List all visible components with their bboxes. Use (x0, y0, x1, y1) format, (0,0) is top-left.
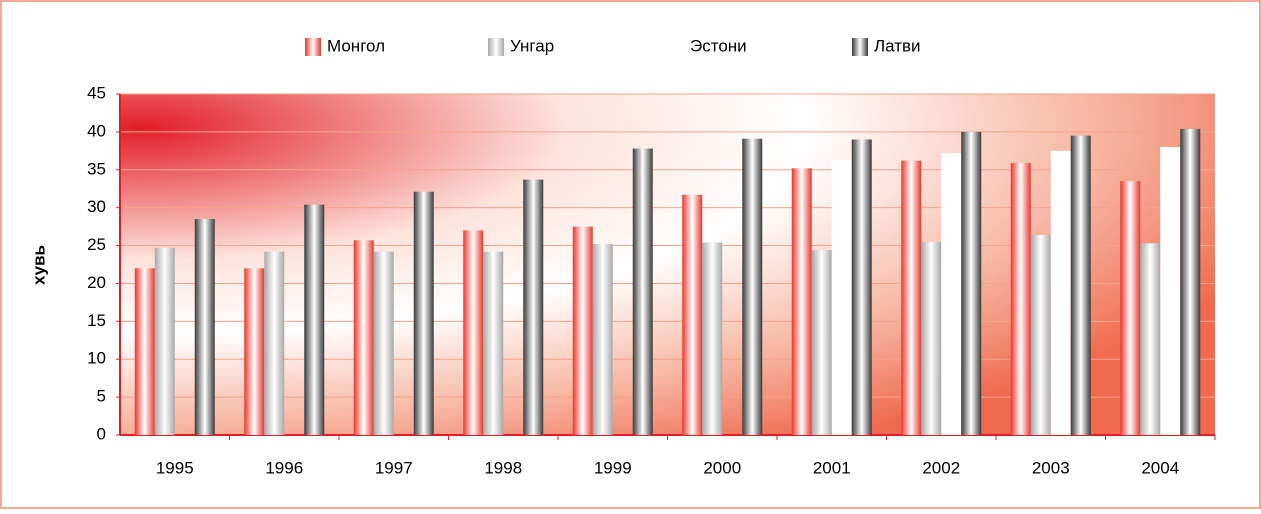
legend-swatch (305, 38, 321, 56)
y-tick-label: 0 (97, 424, 106, 443)
x-tick-label: 1998 (484, 458, 522, 477)
x-tick-label: 2002 (922, 458, 960, 477)
x-tick-label: 2001 (813, 458, 851, 477)
bar (244, 268, 265, 435)
y-tick-label: 45 (87, 83, 106, 102)
bar (134, 268, 155, 435)
bar (1010, 162, 1031, 436)
legend-swatch (852, 38, 868, 56)
bar (791, 168, 812, 436)
legend-swatch (668, 38, 684, 56)
bar (1160, 147, 1181, 436)
x-tick-label: 2003 (1032, 458, 1070, 477)
bar (682, 194, 703, 435)
bar (373, 251, 394, 435)
y-axis-label: хувь (29, 245, 48, 285)
legend-label: Латви (874, 36, 921, 55)
y-tick-label: 20 (87, 273, 106, 292)
y-tick-label: 25 (87, 235, 106, 254)
x-tick-label: 2004 (1141, 458, 1179, 477)
bar (941, 153, 962, 435)
bar (592, 244, 613, 435)
bar (901, 160, 922, 435)
bar (1030, 234, 1051, 435)
y-tick-label: 15 (87, 311, 106, 330)
x-tick-label: 1996 (265, 458, 303, 477)
bar (194, 219, 215, 435)
y-tick-label: 10 (87, 349, 106, 368)
bar (1140, 243, 1161, 435)
bar (1180, 128, 1201, 435)
bar (154, 247, 175, 435)
legend-swatch (488, 38, 504, 56)
bar (304, 204, 325, 435)
bar (921, 241, 942, 435)
x-tick-label: 1999 (594, 458, 632, 477)
bar (483, 251, 504, 435)
bar (1070, 135, 1091, 435)
bar (353, 240, 374, 435)
y-tick-label: 5 (97, 387, 106, 406)
bar (831, 159, 852, 435)
bar (702, 242, 723, 435)
y-tick-label: 35 (87, 159, 106, 178)
legend-label: Унгар (510, 36, 554, 55)
bar (523, 179, 544, 435)
bar (632, 148, 653, 435)
y-tick-label: 40 (87, 121, 106, 140)
bar (264, 251, 285, 435)
bar (463, 230, 484, 435)
x-tick-label: 1995 (156, 458, 194, 477)
bar (811, 250, 832, 435)
bar (1120, 181, 1141, 435)
x-tick-label: 1997 (375, 458, 413, 477)
x-tick-label: 2000 (703, 458, 741, 477)
legend-label: Монгол (327, 36, 385, 55)
legend-label: Эстони (690, 36, 747, 55)
bar (1050, 150, 1071, 436)
bar (413, 191, 434, 435)
bar (851, 139, 872, 435)
y-tick-label: 30 (87, 197, 106, 216)
bar (961, 131, 982, 435)
bar (742, 138, 763, 435)
bar (572, 226, 593, 435)
